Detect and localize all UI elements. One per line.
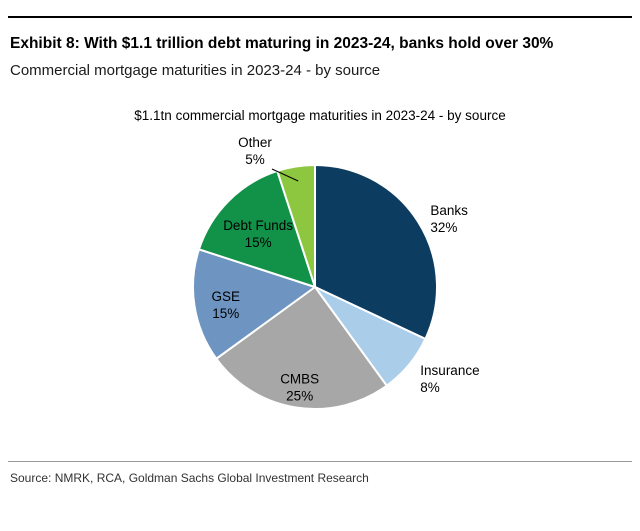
pie-label-gse-value: 15%	[212, 306, 239, 321]
pie-chart-area: Banks 32% Insurance 8% CMBS 25% GSE 15% Debt Fun…	[0, 127, 640, 437]
pie-label-debt-funds: Debt Funds	[223, 218, 293, 233]
top-rule	[8, 16, 632, 18]
pie-label-insurance: Insurance	[420, 363, 479, 378]
pie-label-other-value: 5%	[245, 152, 265, 167]
pie-label-gse: GSE	[212, 289, 241, 304]
pie-slice-gse	[192, 248, 318, 361]
pie-label-other: Other	[238, 135, 272, 150]
exhibit-title: Exhibit 8: With $1.1 trillion debt matur…	[10, 35, 554, 52]
pie-slice-cmbs	[214, 285, 389, 411]
pie-label-banks-value: 32%	[430, 220, 457, 235]
pie-label-insurance-value: 8%	[420, 380, 440, 395]
source-note: Source: NMRK, RCA, Goldman Sachs Global …	[10, 471, 369, 486]
bottom-rule	[8, 461, 632, 463]
exhibit-subtitle: Commercial mortgage maturities in 2023-2…	[10, 62, 381, 80]
pie-label-debt-funds-value: 15%	[245, 235, 272, 250]
pie-label-cmbs-value: 25%	[286, 389, 313, 404]
pie-chart: Banks 32% Insurance 8% CMBS 25% GSE 15% Debt Fun…	[192, 135, 480, 411]
pie-slice-banks	[314, 164, 439, 341]
pie-leader-line-other	[271, 168, 299, 182]
pie-label-banks: Banks	[430, 203, 468, 218]
chart-title: $1.1tn commercial mortgage maturities in…	[134, 108, 506, 124]
pie-label-cmbs: CMBS	[280, 372, 319, 387]
